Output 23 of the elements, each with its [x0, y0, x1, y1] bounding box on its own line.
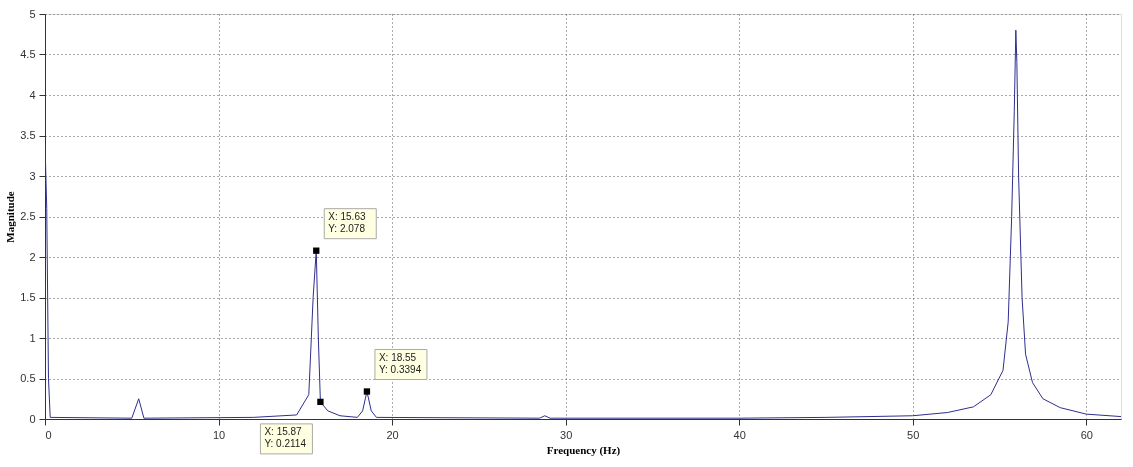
annotation: X: 15.63 Y: 2.078 [328, 210, 366, 234]
y-tick-label: 0.5 [20, 372, 36, 384]
annotation: X: 15.87 Y: 0.2114 [264, 425, 307, 449]
x-tick-label: 40 [733, 428, 746, 441]
y-axis-title: Magnitude [4, 191, 17, 243]
x-tick-label: 10 [212, 428, 226, 441]
y-tick-label: 3 [29, 169, 36, 182]
y-tick-label: 5 [29, 7, 36, 20]
y-tick-label: 4 [29, 88, 36, 101]
x-axis-title: Frequency (Hz) [546, 443, 621, 457]
y-tick-label: 3.5 [20, 129, 36, 141]
y-tick-label: 1 [29, 331, 36, 344]
y-tick-label: 2 [29, 250, 36, 263]
annotation: X: 18.55 Y: 0.3394 [378, 351, 422, 375]
x-tick-label: 60 [1080, 428, 1093, 441]
x-tick-label: 0 [45, 428, 52, 441]
y-tick-label: 0 [29, 412, 36, 425]
x-tick-label: 20 [386, 428, 399, 441]
y-tick-label: 2.5 [20, 210, 36, 222]
x-tick-label: 50 [907, 428, 920, 441]
x-tick-label: 30 [560, 428, 573, 441]
y-tick-label: 4.5 [20, 48, 36, 60]
y-tick-label: 1.5 [20, 291, 36, 303]
